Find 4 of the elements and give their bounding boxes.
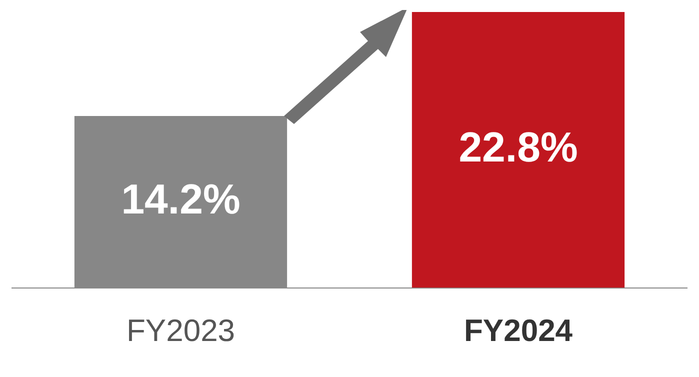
- x-tick-label: FY2023: [126, 312, 236, 348]
- data-label: 22.8%: [458, 123, 578, 170]
- x-tick-label: FY2024: [464, 312, 574, 348]
- data-label: 14.2%: [121, 175, 240, 222]
